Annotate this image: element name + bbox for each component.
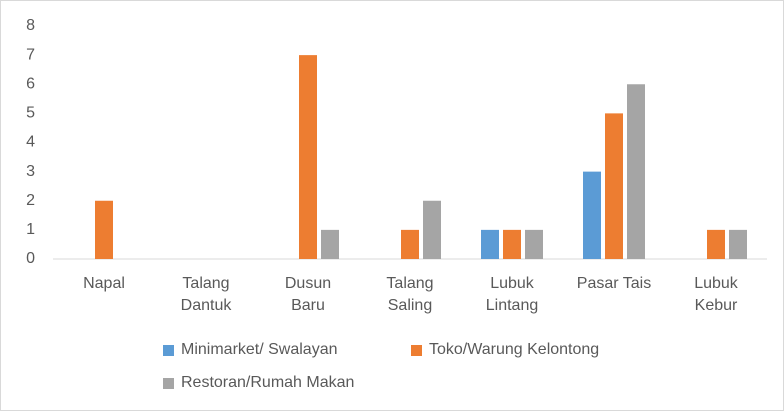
y-tick-label: 4 (26, 134, 35, 151)
legend-label: Restoran/Rumah Makan (181, 374, 355, 391)
legend-swatch (163, 344, 174, 356)
legend-label: Toko/Warung Kelontong (429, 341, 600, 358)
legend-label: Minimarket/ Swalayan (181, 341, 338, 358)
x-tick-label: Pasar Tais (576, 275, 652, 292)
y-tick-label: 3 (26, 163, 35, 180)
bar (707, 229, 725, 259)
bar (321, 229, 339, 259)
legend-item: Minimarket/ Swalayan (163, 341, 338, 359)
bar (729, 229, 747, 259)
x-tick-label: Talang Saling (386, 275, 434, 314)
y-tick-label: 5 (26, 105, 35, 122)
legend-item: Toko/Warung Kelontong (411, 341, 599, 359)
x-tick-label: Lubuk Lintang (485, 275, 539, 314)
bar (299, 55, 317, 259)
x-tick-label: Napal (83, 275, 125, 292)
bar (503, 229, 521, 259)
legend-item: Restoran/Rumah Makan (163, 374, 354, 392)
bar (525, 229, 543, 259)
bar (95, 200, 113, 259)
legend-swatch (163, 377, 174, 389)
bar (401, 229, 419, 259)
x-tick-label: Talang Dantuk (180, 275, 232, 314)
bar (583, 171, 601, 259)
bar (627, 84, 645, 259)
y-tick-label: 0 (26, 250, 35, 267)
y-tick-label: 7 (26, 46, 35, 63)
bar (481, 229, 499, 259)
y-tick-label: 1 (26, 221, 35, 238)
legend-swatch (411, 344, 422, 356)
bar (605, 113, 623, 259)
x-tick-label: Dusun Baru (284, 275, 332, 314)
bar (423, 200, 441, 259)
x-tick-label: Lubuk Kebur (694, 275, 738, 314)
y-tick-label: 6 (26, 75, 35, 92)
y-tick-label: 2 (26, 192, 35, 209)
y-tick-label: 8 (26, 17, 35, 34)
